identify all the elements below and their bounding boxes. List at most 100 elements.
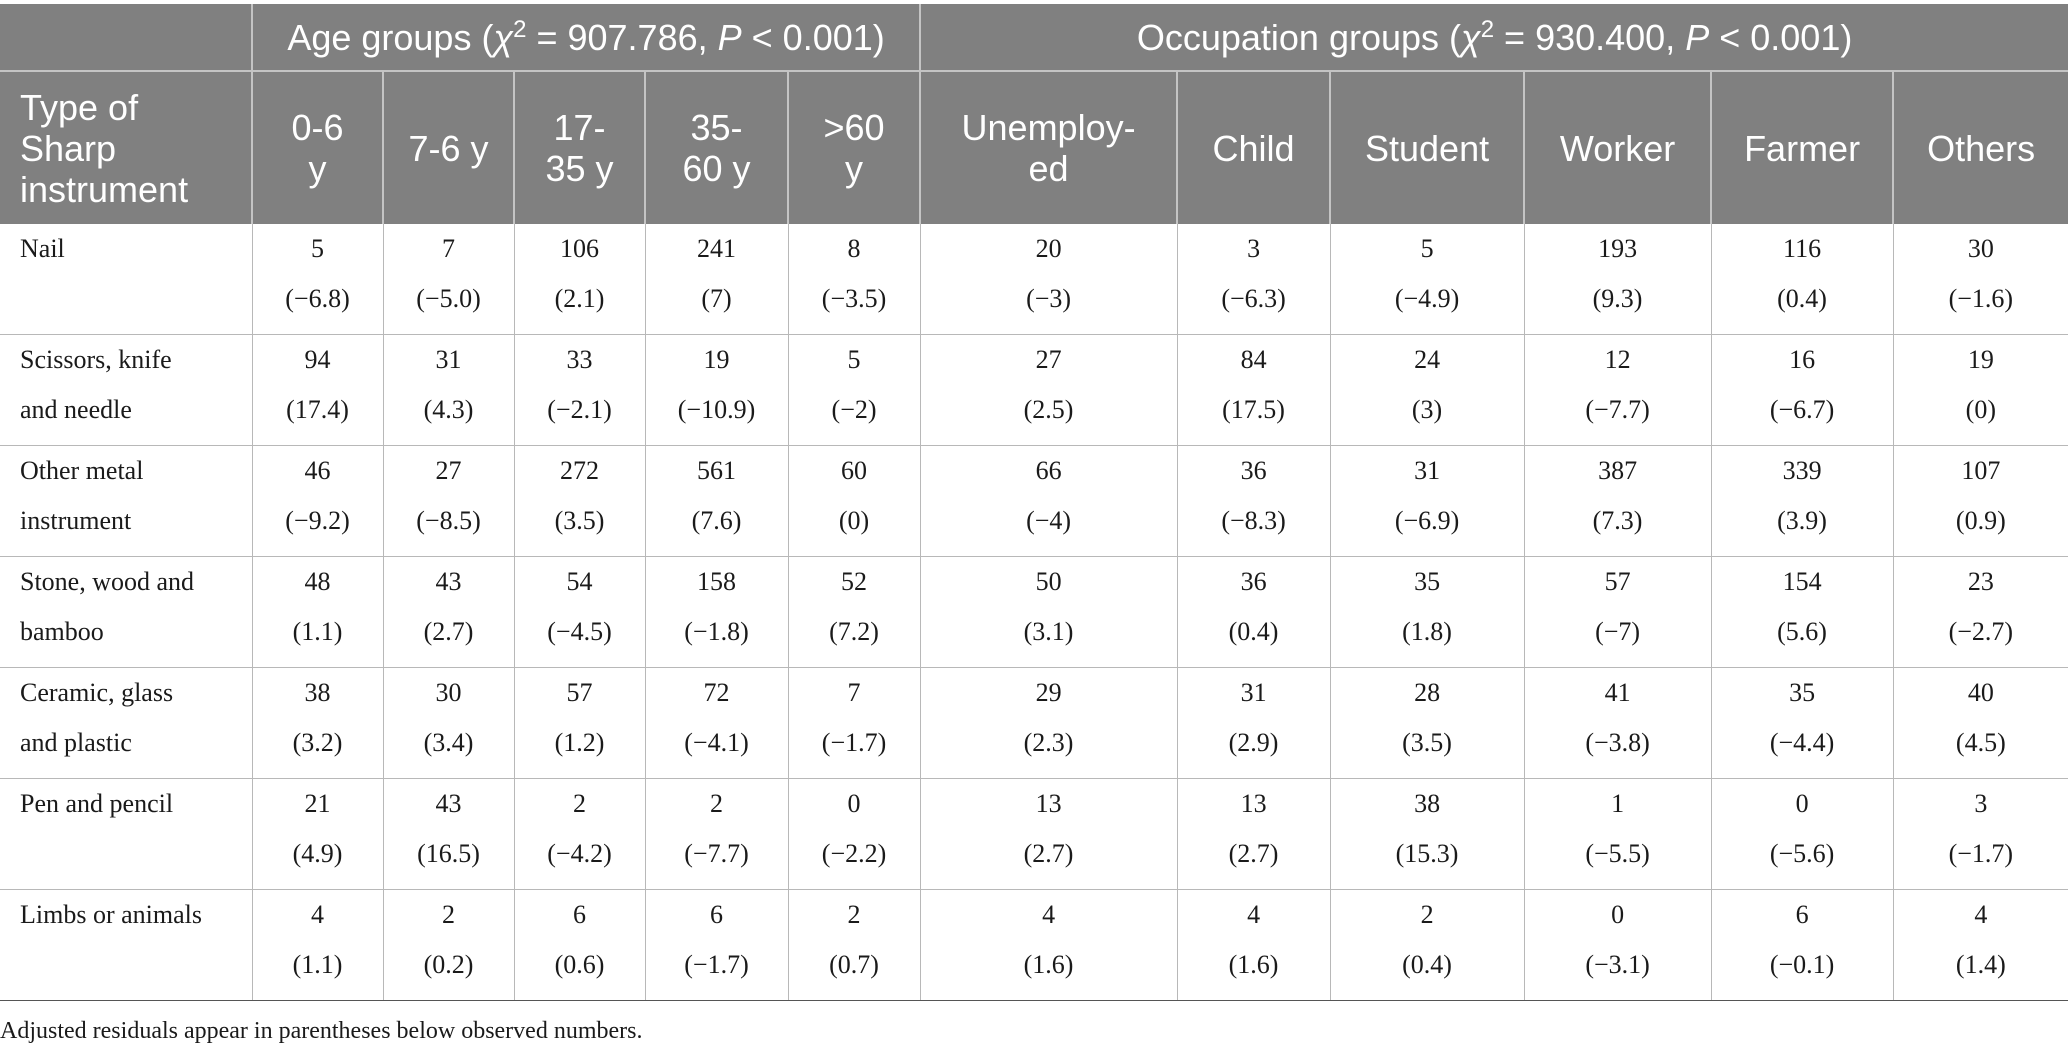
data-cell: 2 (−4.2)	[514, 778, 646, 890]
observed-count: 0	[847, 789, 861, 818]
observed-count: 4	[311, 900, 324, 929]
adjusted-residual: (−3)	[1026, 284, 1072, 313]
table-footnote: Adjusted residuals appear in parentheses…	[0, 1018, 643, 1044]
data-cell: 158 (−1.8)	[645, 556, 789, 668]
row-label: Nail	[0, 224, 253, 335]
observed-count: 4	[1042, 900, 1056, 929]
data-cell: 24 (3)	[1330, 334, 1525, 446]
adjusted-residual: (0.9)	[1955, 506, 2006, 535]
data-cell: 4 (1.1)	[252, 889, 384, 1001]
adjusted-residual: (−4.9)	[1394, 284, 1460, 313]
data-cell: 20 (−3)	[920, 224, 1178, 335]
observed-count: 31	[435, 345, 462, 374]
row-label-line: Scissors, knife	[20, 345, 172, 374]
observed-count: 27	[1035, 345, 1062, 374]
observed-count: 28	[1414, 678, 1441, 707]
observed-count: 66	[1035, 456, 1062, 485]
data-cell: 48 (1.1)	[252, 556, 384, 668]
adjusted-residual: (−1.7)	[821, 728, 887, 757]
adjusted-residual: (7.3)	[1592, 506, 1643, 535]
data-cell: 193 (9.3)	[1524, 224, 1712, 335]
observed-count: 13	[1035, 789, 1062, 818]
column-header-line: 0-6	[291, 107, 344, 148]
column-header-line: Worker	[1559, 127, 1676, 169]
row-label: Scissors, knife and needle	[0, 334, 253, 446]
data-cell: 339 (3.9)	[1711, 445, 1894, 557]
observed-count: 38	[304, 678, 331, 707]
data-cell: 387 (7.3)	[1524, 445, 1712, 557]
data-cell: 561 (7.6)	[645, 445, 789, 557]
column-header-line: 60 y	[682, 148, 751, 189]
adjusted-residual: (0.4)	[1228, 617, 1279, 646]
adjusted-residual: (−1.6)	[1948, 284, 2014, 313]
data-cell: 29 (2.3)	[920, 667, 1178, 779]
column-header-line: 35-	[690, 107, 743, 148]
adjusted-residual: (15.3)	[1395, 839, 1459, 868]
observed-count: 23	[1967, 567, 1994, 596]
observed-count: 38	[1414, 789, 1441, 818]
adjusted-residual: (−1.7)	[1948, 839, 2014, 868]
column-header-age-60: >60 y	[788, 71, 922, 224]
observed-count: 30	[1967, 234, 1994, 263]
observed-count: 94	[304, 345, 331, 374]
observed-count: 19	[703, 345, 730, 374]
observed-count: 5	[847, 345, 861, 374]
observed-count: 106	[560, 234, 599, 263]
adjusted-residual: (−2.7)	[1948, 617, 2014, 646]
adjusted-residual: (−4.1)	[684, 728, 749, 757]
observed-count: 31	[1240, 678, 1267, 707]
observed-count: 31	[1414, 456, 1441, 485]
data-cell: 19 (0)	[1893, 334, 2068, 446]
adjusted-residual: (1.8)	[1402, 617, 1452, 646]
observed-count: 50	[1035, 567, 1062, 596]
data-cell: 4 (1.6)	[920, 889, 1178, 1001]
adjusted-residual: (−5.5)	[1585, 839, 1650, 868]
column-header-line: Unemploy-	[961, 107, 1136, 148]
table-row: Limbs or animals 4 (1.1) 2 (0.2) 6 (0.6) 6 (−1.7…	[0, 889, 2068, 1001]
adjusted-residual: (−7)	[1595, 617, 1641, 646]
row-label-line: and plastic	[20, 728, 132, 757]
adjusted-residual: (2.9)	[1228, 728, 1279, 757]
occupation-groups-header: Occupation groups (χ2 = 930.400, P < 0.0…	[920, 4, 2068, 72]
adjusted-residual: (4.5)	[1955, 728, 2006, 757]
observed-count: 116	[1783, 234, 1822, 263]
adjusted-residual: (4.3)	[423, 395, 474, 424]
data-cell: 36 (0.4)	[1177, 556, 1331, 668]
observed-count: 154	[1782, 567, 1822, 596]
observed-count: 16	[1789, 345, 1816, 374]
column-header-line: y	[845, 148, 864, 189]
column-header-farmer: Farmer	[1711, 71, 1895, 224]
adjusted-residual: (−3.8)	[1585, 728, 1650, 757]
data-cell: 4 (1.4)	[1893, 889, 2068, 1001]
data-cell: 3 (−6.3)	[1177, 224, 1331, 335]
data-cell: 16 (−6.7)	[1711, 334, 1894, 446]
data-cell: 106 (2.1)	[514, 224, 646, 335]
observed-count: 41	[1604, 678, 1631, 707]
column-header-age-17-35: 17- 35 y	[514, 71, 646, 224]
data-cell: 30 (−1.6)	[1893, 224, 2068, 335]
data-cell: 6 (−1.7)	[645, 889, 789, 1001]
observed-count: 561	[697, 456, 736, 485]
adjusted-residual: (7.6)	[691, 506, 742, 535]
data-cell: 12 (−7.7)	[1524, 334, 1712, 446]
data-cell: 13 (2.7)	[1177, 778, 1331, 890]
data-cell: 5 (−6.8)	[252, 224, 384, 335]
observed-count: 30	[435, 678, 462, 707]
data-cell: 8 (−3.5)	[788, 224, 921, 335]
adjusted-residual: (−4.5)	[547, 617, 612, 646]
adjusted-residual: (−10.9)	[677, 395, 756, 424]
data-cell: 19 (−10.9)	[645, 334, 789, 446]
data-cell: 33 (−2.1)	[514, 334, 646, 446]
adjusted-residual: (17.5)	[1222, 395, 1285, 424]
adjusted-residual: (1.6)	[1023, 950, 1074, 979]
observed-count: 54	[566, 567, 593, 596]
data-cell: 2 (−7.7)	[645, 778, 789, 890]
adjusted-residual: (2.7)	[1228, 839, 1279, 868]
data-cell: 2 (0.7)	[788, 889, 921, 1001]
column-header-child: Child	[1177, 71, 1332, 224]
row-label: Limbs or animals	[0, 889, 253, 1001]
adjusted-residual: (3.5)	[1402, 728, 1452, 757]
data-cell: 272 (3.5)	[514, 445, 646, 557]
column-header-age-0-6: 0-6 y	[252, 71, 384, 224]
table-row: Ceramic, glass and plastic 38 (3.2) 30 (3.4) 5…	[0, 667, 2068, 779]
